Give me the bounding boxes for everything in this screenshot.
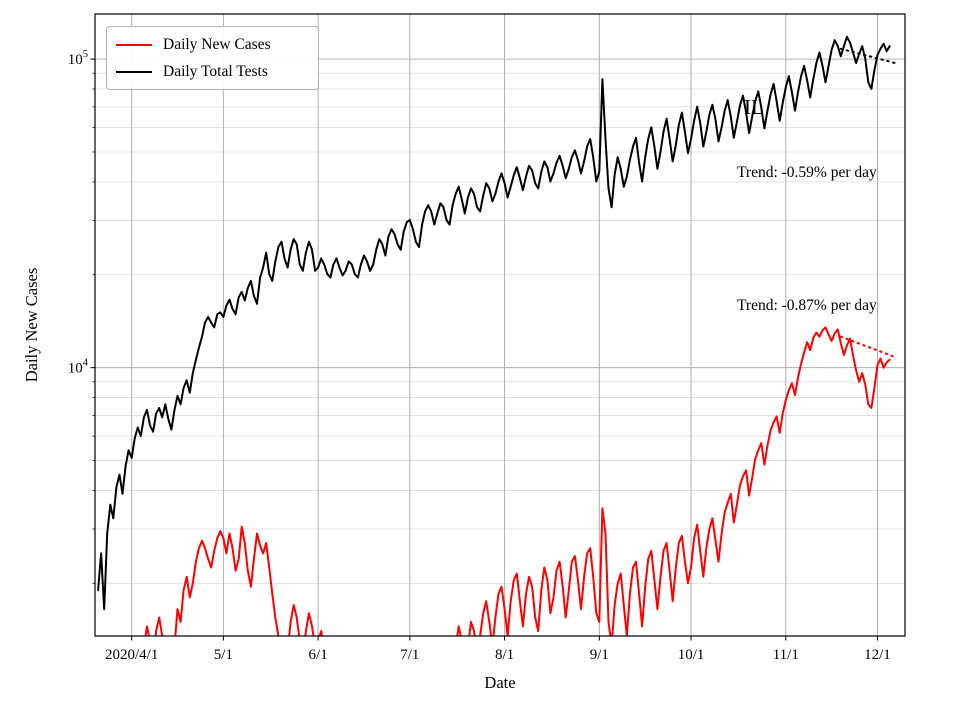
x-tick-label: 6/1 [309,647,328,663]
x-tick-label: 5/1 [214,647,233,663]
series-line-daily-new-cases [144,326,891,636]
axis-ticks [90,58,878,641]
x-tick-label: 12/1 [864,647,891,663]
x-tick-label: 8/1 [495,647,514,663]
series-group [97,35,897,636]
x-tick-label: 9/1 [590,647,609,663]
tick-labels: 2020/4/1 5/1 6/1 7/1 8/1 9/1 10/1 11/1 12/110410… [68,49,891,663]
gridlines [95,14,905,636]
trend-line-tests-trend [839,47,897,65]
axes-border [94,13,906,637]
series-line-daily-total-tests [97,35,891,611]
x-tick-label: 2020/4/1 [105,647,158,663]
trend-line-cases-trend [839,335,897,359]
x-tick-label: 10/1 [678,647,705,663]
x-tick-label: 11/1 [773,647,799,663]
x-tick-label: 7/1 [400,647,419,663]
